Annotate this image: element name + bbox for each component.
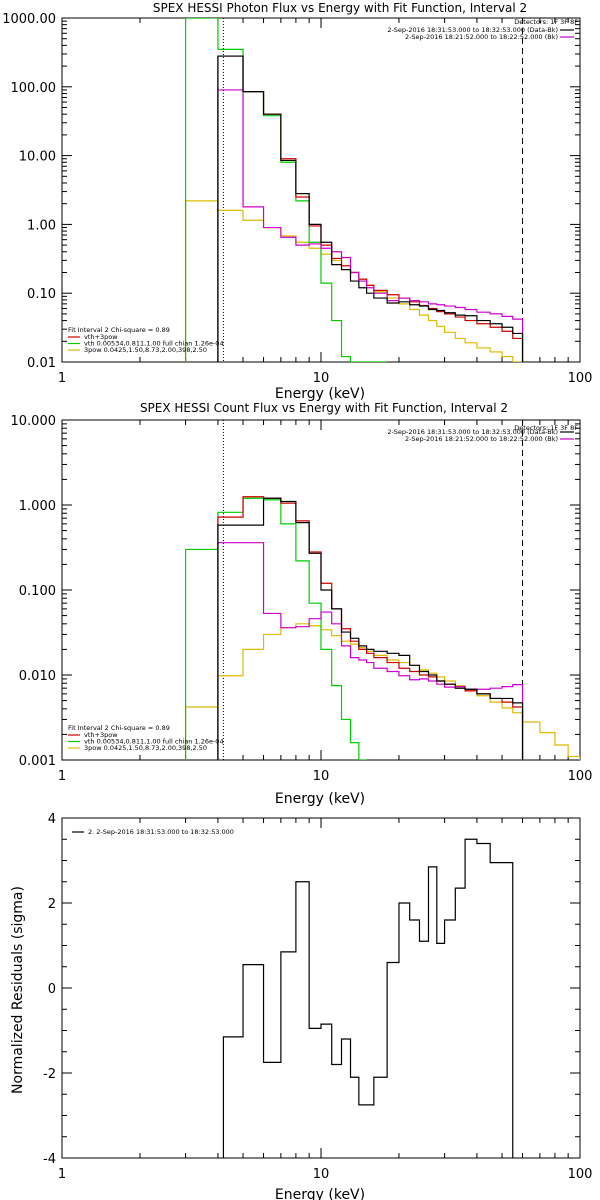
- legend-right: 2-Sep-2016 18:31:53.000 to 18:32:53.000 …: [387, 428, 574, 443]
- legend-right-label: 2-Sep-2016 18:31:53.000 to 18:32:53.000 …: [387, 26, 558, 34]
- residuals-panel: -4 -2 0 2 4 1 10 100 Energy (keV) Normalized R…: [10, 812, 592, 1200]
- legend-left-label: vth+3pow: [84, 731, 118, 739]
- y-tick-label: 10.000: [11, 414, 57, 429]
- y-tick-label: 100.00: [11, 81, 57, 96]
- legend-top-label: 2. 2-Sep-2016 18:31:53.000 to 18:32:53.0…: [88, 828, 234, 836]
- legend-top: 2. 2-Sep-2016 18:31:53.000 to 18:32:53.0…: [72, 828, 234, 836]
- series-vth: [184, 18, 388, 362]
- legend-right-label: 2-Sep-2016 18:21:52.000 to 18:22:52.000 …: [405, 33, 558, 41]
- x-axis-label: Energy (keV): [275, 1187, 365, 1200]
- x-tick-label: 1: [58, 1167, 66, 1182]
- x-tick-label: 10: [313, 769, 330, 784]
- legend-right: 2-Sep-2016 18:31:53.000 to 18:32:53.000 …: [387, 26, 574, 41]
- x-axis-label: Energy (keV): [275, 791, 365, 807]
- y-axis-label: Normalized Residuals (sigma): [10, 886, 26, 1094]
- x-tick-label: 1: [58, 371, 66, 386]
- legend-left: Fit Interval 2 Chi-square = 0.89vth+3pow…: [68, 326, 224, 354]
- x-axis-label: Energy (keV): [275, 386, 365, 402]
- x-tick-labels: 1 10 100: [58, 371, 593, 386]
- y-tick-label: -2: [43, 1067, 56, 1082]
- series-data-bk: [217, 55, 524, 362]
- photon-flux-panel: SPEX HESSI Photon Flux vs Energy with Fi…: [2, 1, 592, 402]
- y-tick-label: 1.000: [19, 499, 56, 514]
- axes-frame: [61, 17, 581, 363]
- y-tick-label: 1.00: [27, 218, 56, 233]
- y-tick-label: 0.10: [27, 287, 56, 302]
- detectors-label: Detectors: 1F 3F 8F: [514, 424, 578, 432]
- series-data-bk: [217, 497, 524, 760]
- x-tick-label: 10: [313, 371, 330, 386]
- legend-left: Fit Interval 2 Chi-square = 0.89vth+3pow…: [68, 724, 224, 752]
- series-bk: [217, 89, 524, 362]
- plot-area: [61, 817, 581, 1159]
- legend-left-label: vth+3pow: [84, 333, 118, 341]
- y-tick-label: 0.010: [19, 669, 56, 684]
- y-tick-labels: -4 -2 0 2 4: [43, 812, 56, 1167]
- series-residuals: [222, 838, 514, 1158]
- series-vth-3pow: [217, 496, 524, 760]
- legend-left-label: vth 0.00534,0.811,1.00 full chian 1.26e-…: [84, 738, 224, 746]
- legend-right-label: 2-Sep-2016 18:21:52.000 to 18:22:52.000 …: [405, 435, 558, 443]
- y-tick-labels: 0.001 0.010 0.100 1.000 10.000: [11, 414, 57, 769]
- legend-left-label: 3pow 0.0425,1.50,8.73,2.00,398,2.50: [84, 346, 207, 354]
- y-tick-label: 0: [48, 982, 56, 997]
- detectors-label: Detectors: 1F 3F 8F: [514, 18, 578, 26]
- chart-title: SPEX HESSI Photon Flux vs Energy with Fi…: [153, 1, 527, 15]
- legend-left-label: 3pow 0.0425,1.50,8.73,2.00,398,2.50: [84, 744, 207, 752]
- y-tick-label: 0.01: [27, 356, 56, 371]
- series-3pow: [184, 623, 580, 760]
- x-tick-label: 10: [313, 1167, 330, 1182]
- x-tick-label: 100: [568, 1167, 593, 1182]
- x-tick-label: 1: [58, 769, 66, 784]
- chart-title: SPEX HESSI Count Flux vs Energy with Fit…: [140, 401, 508, 415]
- legend-right-label: 2-Sep-2016 18:31:53.000 to 18:32:53.000 …: [387, 428, 558, 436]
- y-tick-label: 0.100: [19, 584, 56, 599]
- y-tick-label: 10.00: [19, 150, 56, 165]
- axes-frame: [61, 817, 581, 1159]
- y-tick-label: -4: [43, 1152, 56, 1167]
- plot-area: [61, 419, 581, 761]
- x-tick-label: 100: [568, 769, 593, 784]
- y-tick-labels: 0.01 0.10 1.00 10.00 100.00 1000.00: [2, 12, 56, 371]
- count-flux-panel: SPEX HESSI Count Flux vs Energy with Fit…: [11, 401, 593, 807]
- legend-left-header: Fit Interval 2 Chi-square = 0.89: [68, 724, 170, 732]
- y-tick-label: 4: [48, 812, 56, 827]
- y-tick-label: 2: [48, 897, 56, 912]
- x-tick-labels: 1 10 100: [58, 769, 593, 784]
- y-tick-label: 1000.00: [2, 12, 56, 27]
- legend-left-header: Fit Interval 2 Chi-square = 0.89: [68, 326, 170, 334]
- x-tick-label: 100: [568, 371, 593, 386]
- legend-left-label: vth 0.00534,0.811,1.00 full chian 1.26e-…: [84, 340, 224, 348]
- plot-area: [61, 17, 581, 363]
- series-vth: [184, 497, 367, 760]
- x-tick-labels: 1 10 100: [58, 1167, 593, 1182]
- y-tick-label: 0.001: [19, 754, 56, 769]
